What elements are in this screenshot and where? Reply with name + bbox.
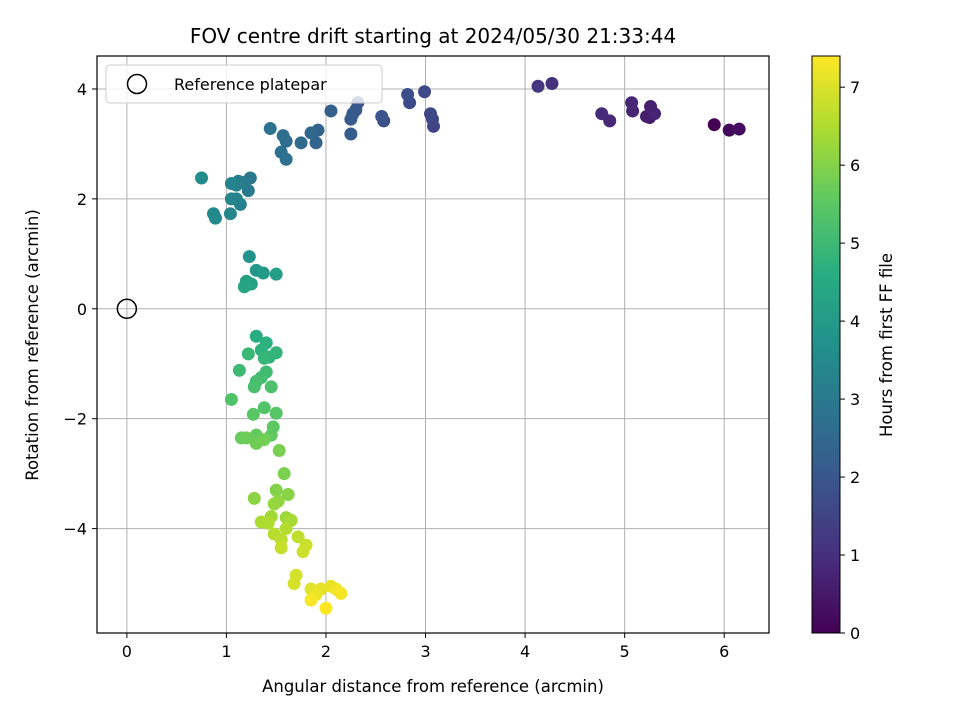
data-point xyxy=(246,407,260,421)
data-point xyxy=(401,87,415,101)
data-point xyxy=(277,467,291,481)
plot-frame xyxy=(96,55,770,634)
data-point xyxy=(334,586,348,600)
legend-box xyxy=(105,64,383,104)
data-point xyxy=(722,123,736,137)
x-tick-label: 4 xyxy=(520,642,530,661)
data-point xyxy=(279,152,293,166)
data-point xyxy=(418,85,432,99)
data-point xyxy=(256,266,270,280)
legend: Reference platepar xyxy=(105,64,383,104)
x-tick-label: 0 xyxy=(122,642,132,661)
y-axis-label: Rotation from reference (arcmin) xyxy=(23,209,42,481)
data-point xyxy=(247,491,261,505)
data-point xyxy=(241,347,255,361)
data-point xyxy=(294,136,308,150)
scatter-points xyxy=(195,76,746,615)
x-tick-label: 6 xyxy=(719,642,729,661)
colorbar-tick-label: 7 xyxy=(850,78,860,97)
colorbar-gradient xyxy=(811,55,841,634)
data-point xyxy=(224,192,238,206)
data-point xyxy=(257,433,271,447)
colorbar-tick-label: 6 xyxy=(850,156,860,175)
legend-entry-label: Reference platepar xyxy=(174,75,327,94)
x-axis-label: Angular distance from reference (arcmin) xyxy=(262,677,604,696)
data-point xyxy=(242,250,256,264)
colorbar-ticks: 0 1 2 3 4 5 6 7 xyxy=(840,78,860,643)
data-point xyxy=(287,577,301,591)
data-point xyxy=(296,545,310,559)
data-point xyxy=(224,392,238,406)
data-point xyxy=(223,207,237,221)
data-point xyxy=(304,126,318,140)
data-point xyxy=(625,96,639,110)
legend-marker-icon xyxy=(126,73,148,95)
data-point xyxy=(249,329,263,343)
x-tick-label: 2 xyxy=(321,642,331,661)
x-tick-label: 3 xyxy=(420,642,430,661)
colorbar-tick-label: 0 xyxy=(850,624,860,643)
data-point xyxy=(257,351,271,365)
colorbar-tick-label: 3 xyxy=(850,390,860,409)
chart-title: FOV centre drift starting at 2024/05/30 … xyxy=(190,24,676,48)
data-point xyxy=(267,497,281,511)
data-point xyxy=(269,406,283,420)
data-point xyxy=(195,171,209,185)
data-point xyxy=(239,431,253,445)
data-point xyxy=(269,483,283,497)
data-point xyxy=(261,516,275,530)
data-point xyxy=(424,107,438,121)
data-point xyxy=(732,122,746,136)
reference-platepar-marker xyxy=(116,298,138,320)
y-tick-label: 0 xyxy=(77,300,87,319)
data-point xyxy=(531,79,545,93)
data-point xyxy=(206,207,220,221)
data-point xyxy=(264,380,278,394)
data-point xyxy=(375,109,389,123)
data-point xyxy=(344,127,358,141)
y-tick-label: −2 xyxy=(63,410,87,429)
data-point xyxy=(545,76,559,90)
data-point xyxy=(304,593,318,607)
data-point xyxy=(707,118,721,132)
colorbar-label: Hours from first FF file xyxy=(877,253,896,437)
data-point xyxy=(274,541,288,555)
y-axis-ticks: −4 −2 0 2 4 xyxy=(63,80,97,539)
data-point xyxy=(279,522,293,536)
data-point xyxy=(324,104,338,118)
data-point xyxy=(247,380,261,394)
colorbar-tick-label: 1 xyxy=(850,546,860,565)
colorbar-tick-label: 2 xyxy=(850,468,860,487)
x-tick-label: 5 xyxy=(620,642,630,661)
data-point xyxy=(291,530,305,544)
data-point xyxy=(272,444,286,458)
data-point xyxy=(269,346,283,360)
data-point xyxy=(281,488,295,502)
data-point xyxy=(237,280,251,294)
y-tick-label: 2 xyxy=(77,190,87,209)
y-tick-label: −4 xyxy=(63,520,87,539)
data-point xyxy=(344,112,358,126)
colorbar: 0 1 2 3 4 5 6 7 Hours from first FF file xyxy=(811,55,896,643)
y-tick-label: 4 xyxy=(77,80,87,99)
data-point xyxy=(276,129,290,143)
grid xyxy=(97,56,769,633)
data-point xyxy=(263,122,277,136)
data-point xyxy=(269,267,283,281)
x-axis-ticks: 0 1 2 3 4 5 6 xyxy=(122,633,729,661)
data-point xyxy=(648,107,662,121)
data-point xyxy=(224,176,238,190)
data-point xyxy=(309,136,323,150)
data-point xyxy=(232,363,246,377)
colorbar-tick-label: 5 xyxy=(850,234,860,253)
data-point xyxy=(595,107,609,121)
data-point xyxy=(319,601,333,615)
x-tick-label: 1 xyxy=(221,642,231,661)
data-point xyxy=(257,401,271,415)
colorbar-tick-label: 4 xyxy=(850,312,860,331)
